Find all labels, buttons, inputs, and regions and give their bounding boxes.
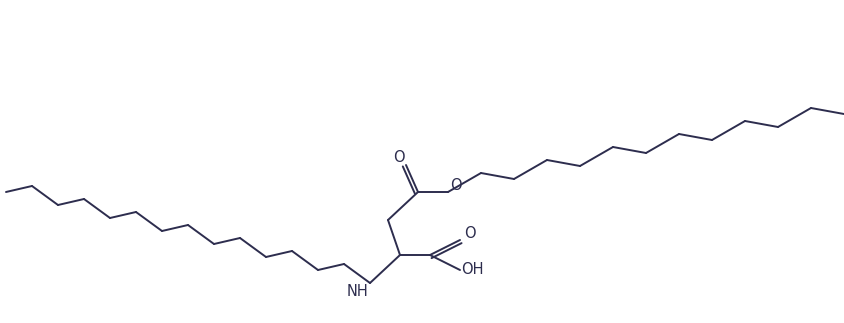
Text: O: O	[392, 150, 404, 164]
Text: NH: NH	[347, 284, 369, 298]
Text: O: O	[463, 225, 475, 241]
Text: OH: OH	[460, 263, 483, 277]
Text: O: O	[450, 178, 462, 193]
